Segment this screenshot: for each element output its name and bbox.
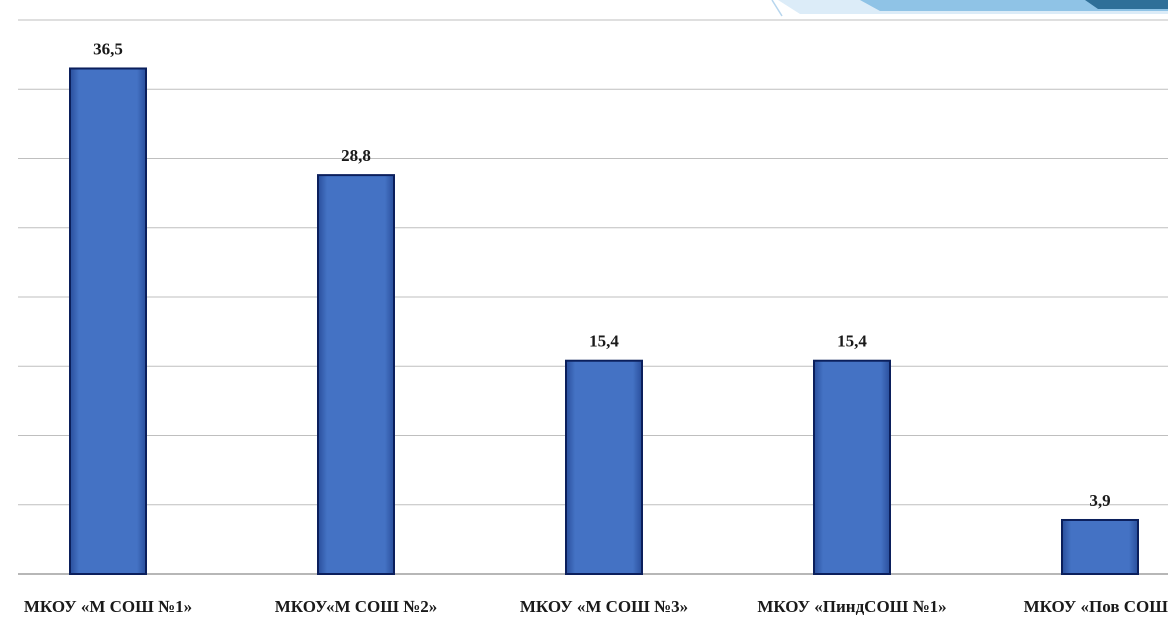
gridlines [18,19,1168,575]
bar [317,174,395,575]
category-label: МКОУ «М СОШ №3» [520,597,688,616]
bar [69,67,147,575]
category-labels: МКОУ «М СОШ №1» МКОУ«М СОШ №2» МКОУ «М СОШ… [24,597,1168,616]
category-label: МКОУ«М СОШ №2» [275,597,438,616]
data-labels: 36,5 28,8 15,4 15,4 3,9 [93,39,1111,510]
corner-decoration [771,0,1168,17]
data-label: 15,4 [837,332,867,351]
data-label: 15,4 [589,332,619,351]
bars [69,67,1139,575]
corner-decoration-edge [771,0,783,17]
data-label: 36,5 [93,39,123,58]
data-label: 28,8 [341,146,371,165]
category-label: МКОУ «Пов СОШ» [1024,597,1168,616]
corner-decoration-dark [1085,0,1168,9]
data-label: 3,9 [1089,491,1110,510]
bar [565,359,643,575]
bar [1061,518,1139,575]
category-label: МКОУ «ПиндСОШ №1» [757,597,946,616]
category-label: МКОУ «М СОШ №1» [24,597,192,616]
bar [813,359,891,575]
